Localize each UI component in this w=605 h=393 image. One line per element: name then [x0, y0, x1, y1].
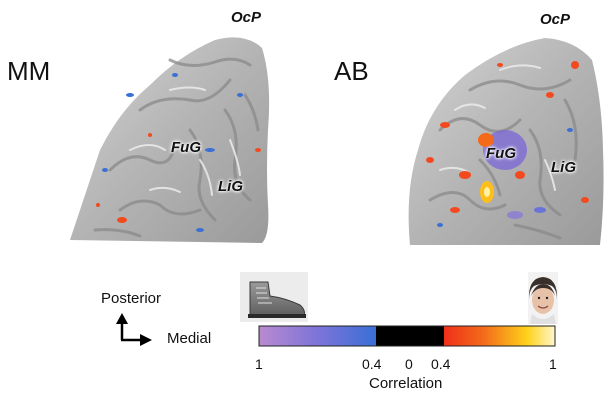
- colorbar: [258, 325, 556, 347]
- brain-surface-ab: [408, 38, 604, 245]
- colorbar-tick-pos-04: 0.4: [431, 356, 451, 372]
- subject-label-ab: AB: [334, 56, 369, 86]
- colorbar-tick-neg-04: 0.4: [362, 356, 382, 372]
- orientation-label-medial: Medial: [167, 330, 212, 347]
- region-label-lig-ab: LiG: [551, 159, 576, 176]
- region-label-ocp-ab: OcP: [540, 11, 571, 28]
- colorbar-tick-pos-1: 1: [549, 356, 557, 372]
- region-label-lig-mm: LiG: [218, 178, 243, 195]
- region-label-fug-ab: FuG: [486, 145, 516, 162]
- region-label-fug-mm: FuG: [171, 139, 201, 156]
- shoe-icon: [240, 272, 308, 322]
- colorbar-negative: [259, 326, 376, 346]
- brain-surface-mm: [70, 37, 270, 244]
- orientation-label-posterior: Posterior: [101, 290, 162, 307]
- colorbar-threshold: [376, 326, 444, 346]
- face-icon: [528, 272, 558, 324]
- region-label-ocp-mm: OcP: [231, 9, 262, 26]
- colorbar-tick-neg-1: 1: [255, 356, 263, 372]
- orientation-arrows: [116, 313, 152, 346]
- colorbar-tick-zero: 0: [405, 356, 413, 372]
- colorbar-positive: [444, 326, 555, 346]
- colorbar-label: Correlation: [369, 375, 443, 392]
- subject-label-mm: MM: [7, 56, 51, 86]
